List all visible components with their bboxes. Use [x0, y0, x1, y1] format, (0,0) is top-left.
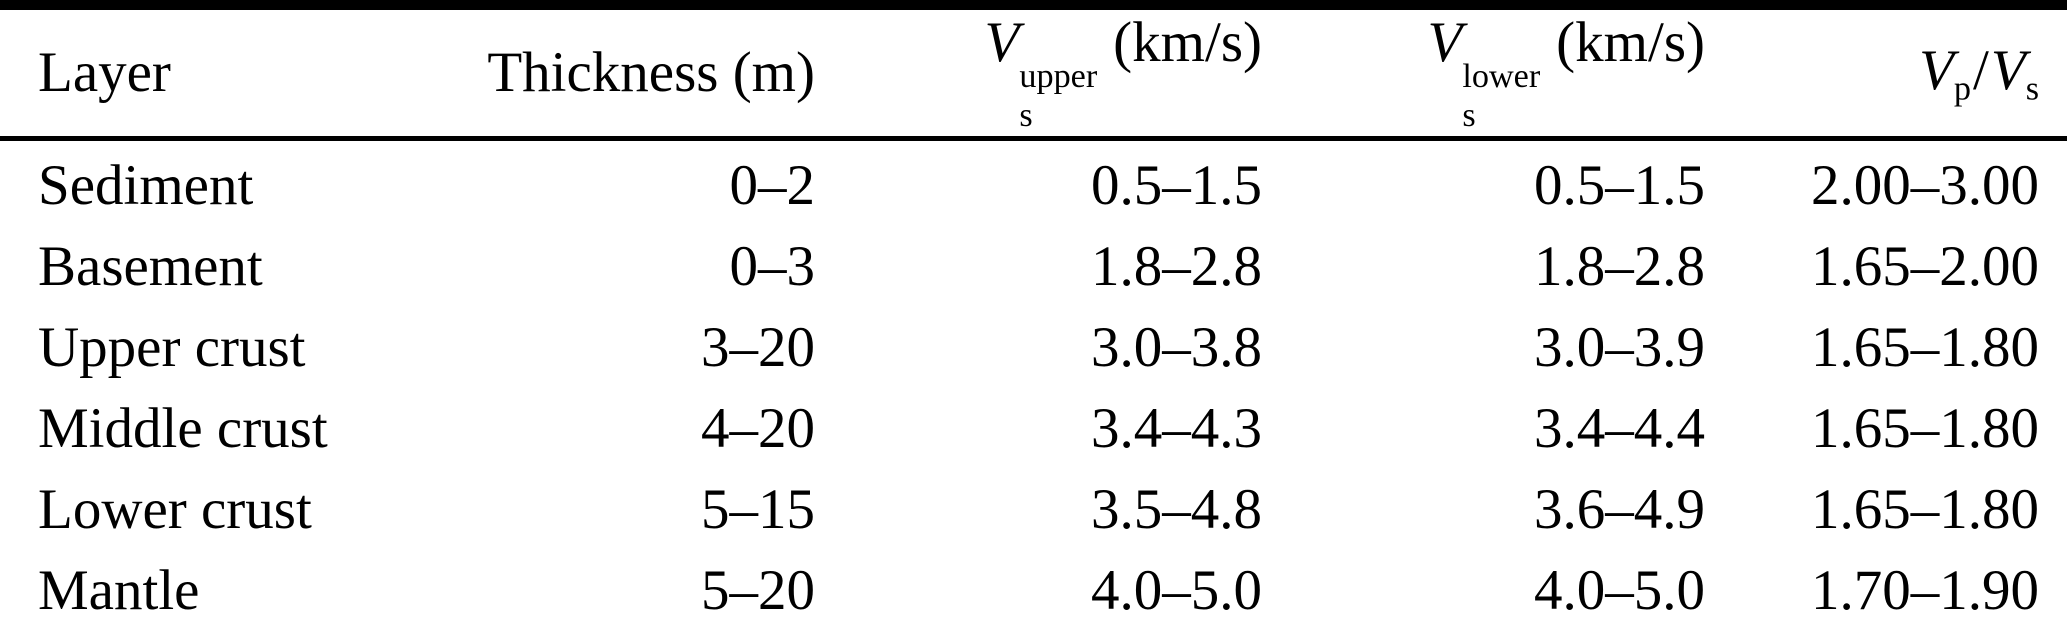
vs-upper-supsub: upper s — [1019, 57, 1097, 136]
vp-symbol: V — [1919, 38, 1954, 102]
table-row-middle-crust: Middle crust 4–20 3.4–4.3 3.4–4.4 1.65–1… — [0, 388, 2067, 469]
vs-upper-unit: (km/s) — [1113, 11, 1262, 74]
vs-lower-symbol: V — [1427, 11, 1463, 74]
cell-vs-upper: 3.0–3.8 — [1091, 315, 1262, 379]
cell-vs-upper: 0.5–1.5 — [1091, 153, 1262, 217]
cell-thickness: 0–3 — [729, 234, 816, 298]
vs-subscript: s — [2025, 69, 2039, 107]
cell-vp-vs: 1.65–1.80 — [1811, 315, 2039, 379]
vs-upper-symbol: V — [984, 11, 1020, 74]
vs-upper-subscript: s — [1019, 97, 1033, 135]
cell-vp-vs: 2.00–3.00 — [1811, 153, 2039, 217]
cell-thickness: 0–2 — [729, 153, 816, 217]
cell-vs-upper: 4.0–5.0 — [1091, 558, 1262, 622]
cell-vp-vs: 1.70–1.90 — [1811, 558, 2039, 622]
cell-layer: Upper crust — [38, 315, 306, 379]
cell-layer: Basement — [38, 234, 263, 298]
cell-layer: Lower crust — [38, 477, 312, 541]
cell-vs-lower: 1.8–2.8 — [1534, 234, 1705, 298]
cell-vs-lower: 3.0–3.9 — [1534, 315, 1705, 379]
ratio-slash: / — [1973, 38, 1989, 102]
cell-thickness: 5–20 — [701, 558, 815, 622]
cell-vs-upper: 1.8–2.8 — [1091, 234, 1262, 298]
table-row-mantle: Mantle 5–20 4.0–5.0 4.0–5.0 1.70–1.90 — [0, 550, 2067, 634]
table-row-lower-crust: Lower crust 5–15 3.5–4.8 3.6–4.9 1.65–1.… — [0, 469, 2067, 550]
col-header-layer: Layer — [0, 5, 360, 141]
cell-vs-lower: 3.6–4.9 — [1534, 477, 1705, 541]
cell-vs-upper: 3.5–4.8 — [1091, 477, 1262, 541]
vs-symbol: V — [1990, 38, 2026, 102]
cell-thickness: 3–20 — [701, 315, 815, 379]
cell-vp-vs: 1.65–2.00 — [1811, 234, 2039, 298]
cell-vs-lower: 0.5–1.5 — [1534, 153, 1705, 217]
cell-vs-lower: 3.4–4.4 — [1534, 396, 1705, 460]
vp-subscript: p — [1953, 69, 1972, 107]
cell-vp-vs: 1.65–1.80 — [1811, 477, 2039, 541]
cell-layer: Mantle — [38, 558, 200, 622]
table-row-sediment: Sediment 0–2 0.5–1.5 0.5–1.5 2.00–3.00 — [0, 138, 2067, 226]
cell-thickness: 4–20 — [701, 396, 815, 460]
cell-vp-vs: 1.65–1.80 — [1811, 396, 2039, 460]
cell-layer: Sediment — [38, 153, 254, 217]
cell-vs-upper: 3.4–4.3 — [1091, 396, 1262, 460]
cell-layer: Middle crust — [38, 396, 328, 460]
vs-lower-subscript: s — [1462, 97, 1476, 135]
vs-lower-supsub: lower s — [1462, 57, 1540, 136]
table-row-upper-crust: Upper crust 3–20 3.0–3.8 3.0–3.9 1.65–1.… — [0, 307, 2067, 388]
table-row-basement: Basement 0–3 1.8–2.8 1.8–2.8 1.65–2.00 — [0, 226, 2067, 307]
vs-lower-superscript: lower — [1462, 58, 1541, 95]
vs-upper-superscript: upper — [1019, 58, 1098, 95]
vs-lower-unit: (km/s) — [1556, 11, 1705, 74]
cell-vs-lower: 4.0–5.0 — [1534, 558, 1705, 622]
cell-thickness: 5–15 — [701, 477, 815, 541]
col-header-thickness: Thickness (m) — [360, 5, 815, 141]
col-header-vp-vs: Vp/Vs — [1705, 5, 2067, 141]
